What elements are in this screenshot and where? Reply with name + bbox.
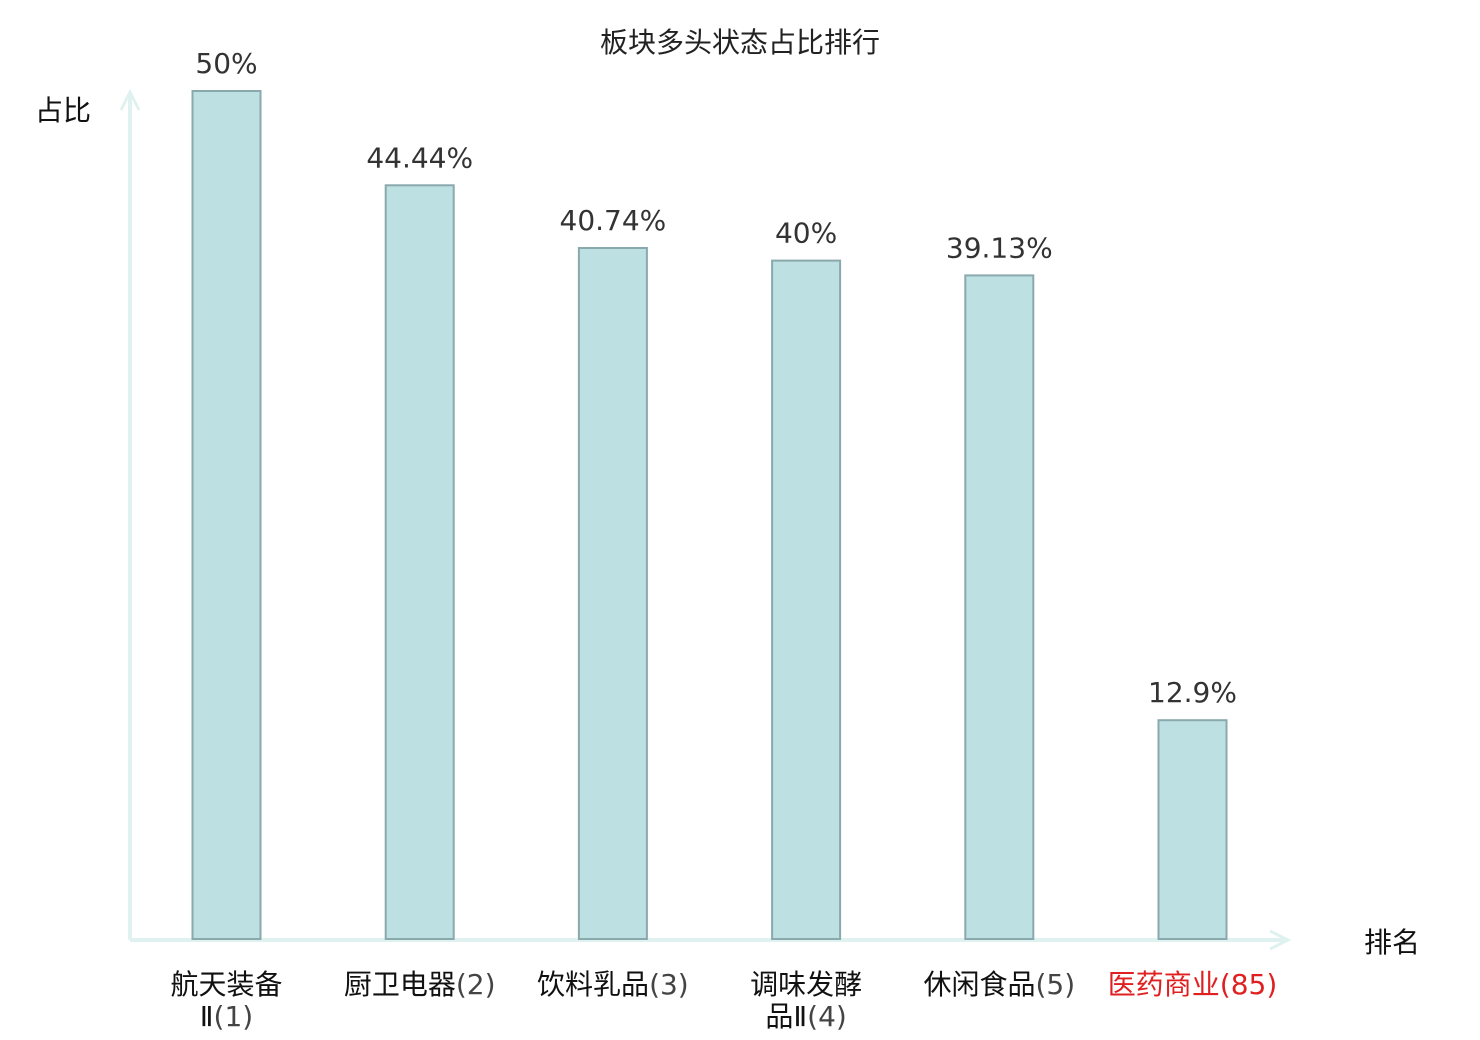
category-name: Ⅱ [200,1000,214,1033]
category-rank: (4) [807,1000,847,1033]
bar-group [191,90,1228,941]
chart-title: 板块多头状态占比排行 [600,26,880,59]
category-label: 饮料乳品(3) [537,968,689,1001]
category-name: 航天装备 [170,968,282,1001]
bar-value-label: 40% [775,217,837,250]
category-rank: (2) [456,968,496,1001]
bar [1157,719,1228,941]
category-label: 航天装备 Ⅱ(1) [170,968,282,1033]
bar [384,184,455,941]
bar [577,247,648,940]
category-label: 医药商业(85) [1108,968,1278,1001]
category-name: 厨卫电器 [344,968,456,1001]
y-axis-label: 占比 [35,94,91,127]
bar-value-label: 50% [195,47,257,80]
bar [191,90,262,940]
category-rank: (3) [649,968,689,1001]
category-label: 厨卫电器(2) [344,968,496,1001]
category-name: 休闲食品 [923,968,1035,1001]
category-rank: (5) [1035,968,1075,1001]
category-name: 调味发酵 [750,968,862,1001]
x-axis-label: 排名 [1364,926,1420,959]
category-name: 品Ⅱ [765,1000,807,1033]
category-label: 调味发酵品Ⅱ(4) [750,968,862,1033]
bar-value-label: 44.44% [366,141,473,174]
value-label-group: 50% 44.44% 40.74% 40% 39.13% 12.9% [195,47,1237,709]
category-rank: (85) [1220,968,1277,1001]
bar-value-label: 39.13% [946,231,1053,264]
bar [964,274,1035,940]
bar-value-label: 12.9% [1148,676,1237,709]
category-rank: (1) [214,1000,254,1033]
bar-value-label: 40.74% [560,204,667,237]
category-label: 休闲食品(5) [923,968,1075,1001]
category-label-group: 航天装备 Ⅱ(1) 厨卫电器(2) 饮料乳品(3) 调味发酵品Ⅱ(4) 休闲食品(5) 医药… [170,968,1277,1033]
bar [771,259,842,941]
category-name: 饮料乳品 [537,968,649,1001]
category-name: 医药商业 [1108,968,1220,1001]
